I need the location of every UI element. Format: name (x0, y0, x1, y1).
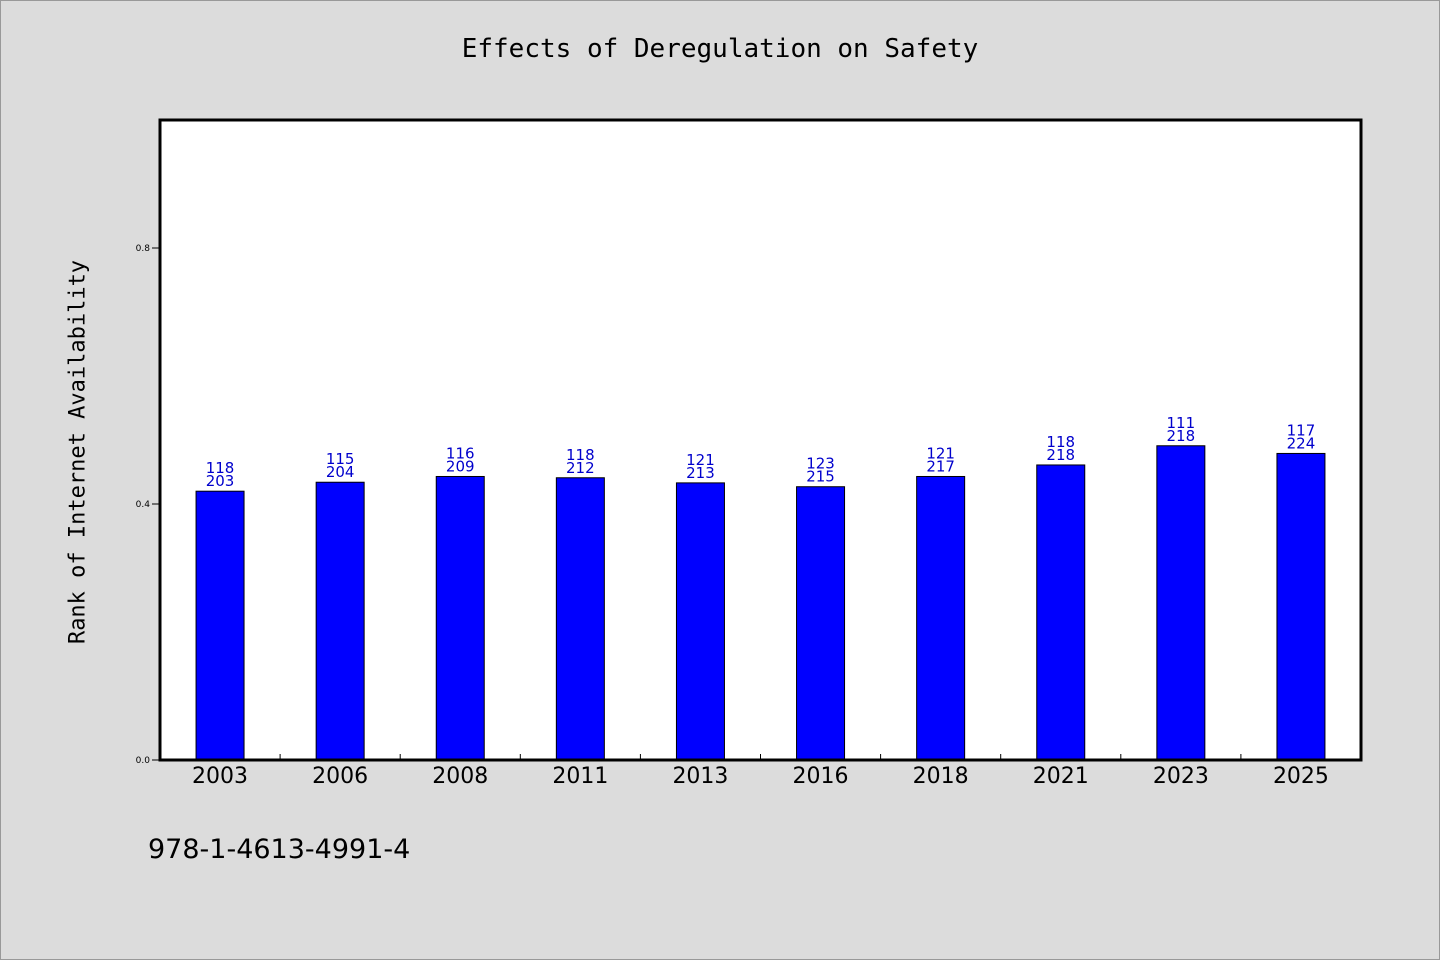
bar (1156, 445, 1206, 761)
x-tick-label: 2011 (552, 764, 608, 789)
bar (555, 477, 605, 761)
data-label-top: 123 (806, 455, 835, 473)
x-tick-label: 2021 (1033, 764, 1089, 789)
data-label-top: 111 (1167, 414, 1196, 432)
y-tick-label: 0.8 (136, 244, 151, 254)
data-label-top: 121 (926, 444, 955, 462)
x-tick-label: 2006 (312, 764, 368, 789)
bar (796, 486, 846, 761)
data-label-bottom: 215 (806, 468, 835, 486)
x-tick-label: 2025 (1273, 764, 1329, 789)
bar (1036, 464, 1086, 761)
data-label-bottom: 212 (566, 459, 595, 477)
x-tick-label: 2016 (793, 764, 849, 789)
data-label-top: 118 (1046, 433, 1075, 451)
footer-code: 978-1-4613-4991-4 (148, 834, 411, 865)
x-tick-label: 2008 (432, 764, 488, 789)
y-tick-label: 0.0 (136, 756, 151, 766)
bar (315, 481, 365, 761)
data-label-top: 115 (326, 450, 355, 468)
data-label-top: 121 (686, 451, 715, 469)
bar (916, 475, 966, 761)
data-label-bottom: 213 (686, 464, 715, 482)
data-label-top: 117 (1287, 421, 1316, 439)
bar (675, 482, 725, 761)
data-label-top: 118 (206, 459, 235, 477)
bar (195, 490, 245, 761)
x-tick-label: 2013 (672, 764, 728, 789)
chart-title: Effects of Deregulation on Safety (461, 34, 979, 64)
x-tick-label: 2003 (192, 764, 248, 789)
data-label-bottom: 217 (926, 457, 955, 475)
data-label-bottom: 218 (1046, 446, 1075, 464)
plot-border (158, 118, 1363, 762)
y-tick-label: 0.4 (136, 500, 151, 510)
data-label-bottom: 209 (446, 457, 475, 475)
data-label-top: 118 (566, 446, 595, 464)
data-label-bottom: 218 (1167, 427, 1196, 445)
x-tick-label: 2023 (1153, 764, 1209, 789)
bar (435, 475, 485, 761)
data-label-bottom: 203 (206, 472, 235, 490)
x-tick-label: 2018 (913, 764, 969, 789)
data-label-bottom: 204 (326, 463, 355, 481)
data-label-bottom: 224 (1287, 434, 1316, 452)
bar (1276, 452, 1326, 761)
data-label-top: 116 (446, 444, 475, 462)
